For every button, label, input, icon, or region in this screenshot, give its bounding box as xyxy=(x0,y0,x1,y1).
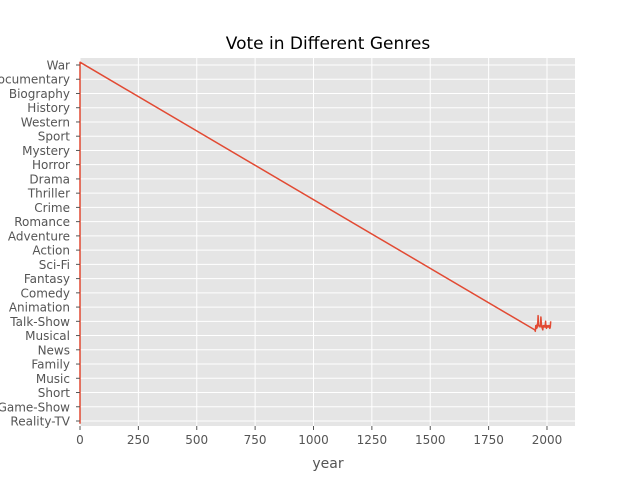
y-tick-label: War xyxy=(47,59,70,73)
y-tick-label: Adventure xyxy=(8,229,70,243)
y-tick-label: Romance xyxy=(14,215,70,229)
y-tick-label: History xyxy=(27,101,70,115)
y-tick-label: Animation xyxy=(9,301,70,315)
y-tick-label: Sport xyxy=(38,130,71,144)
y-tick-label: Action xyxy=(32,244,70,258)
x-tick-label: 250 xyxy=(127,433,150,447)
y-tick-label: Documentary xyxy=(0,73,70,87)
series-line-0 xyxy=(79,61,552,424)
x-tick-label: 500 xyxy=(185,433,208,447)
y-tick-label: Crime xyxy=(34,201,70,215)
x-tick-label: 2000 xyxy=(532,433,563,447)
y-tick-label: Short xyxy=(38,386,70,400)
y-tick-label: Talk-Show xyxy=(9,315,70,329)
x-axis-label: year xyxy=(312,456,343,472)
x-tick-label: 1000 xyxy=(298,433,329,447)
x-tick-label: 1250 xyxy=(357,433,388,447)
series-layer xyxy=(79,61,552,424)
y-tick-label: Fantasy xyxy=(24,272,70,286)
y-tick-label: Reality-TV xyxy=(10,415,70,429)
y-tick-label: Western xyxy=(21,115,70,129)
x-tick-labels: 0 250 500 750 1000 1250 1500 1750 2000 xyxy=(76,426,562,447)
plot-background xyxy=(80,58,575,426)
y-tick-label: Comedy xyxy=(20,286,70,300)
x-tick-label: 0 xyxy=(76,433,84,447)
y-tick-label: Mystery xyxy=(22,144,70,158)
y-tick-label: Family xyxy=(31,358,70,372)
y-tick-label: Thriller xyxy=(27,187,70,201)
y-tick-label: Music xyxy=(36,372,70,386)
chart-title: Vote in Different Genres xyxy=(226,34,431,54)
x-tick-label: 1500 xyxy=(415,433,446,447)
x-tick-label: 1750 xyxy=(473,433,504,447)
y-tick-label: Horror xyxy=(32,158,70,172)
y-tick-label: News xyxy=(38,343,70,357)
y-tick-labels: Reality-TVGame-ShowShortMusicFamilyNewsM… xyxy=(0,59,80,429)
y-tick-label: Musical xyxy=(25,329,70,343)
y-tick-label: Game-Show xyxy=(0,400,70,414)
x-gridlines xyxy=(79,58,548,426)
y-tick-label: Drama xyxy=(29,172,70,186)
y-tick-label: Sci-Fi xyxy=(39,258,70,272)
x-tick-label: 750 xyxy=(244,433,267,447)
y-tick-label: Biography xyxy=(9,87,70,101)
